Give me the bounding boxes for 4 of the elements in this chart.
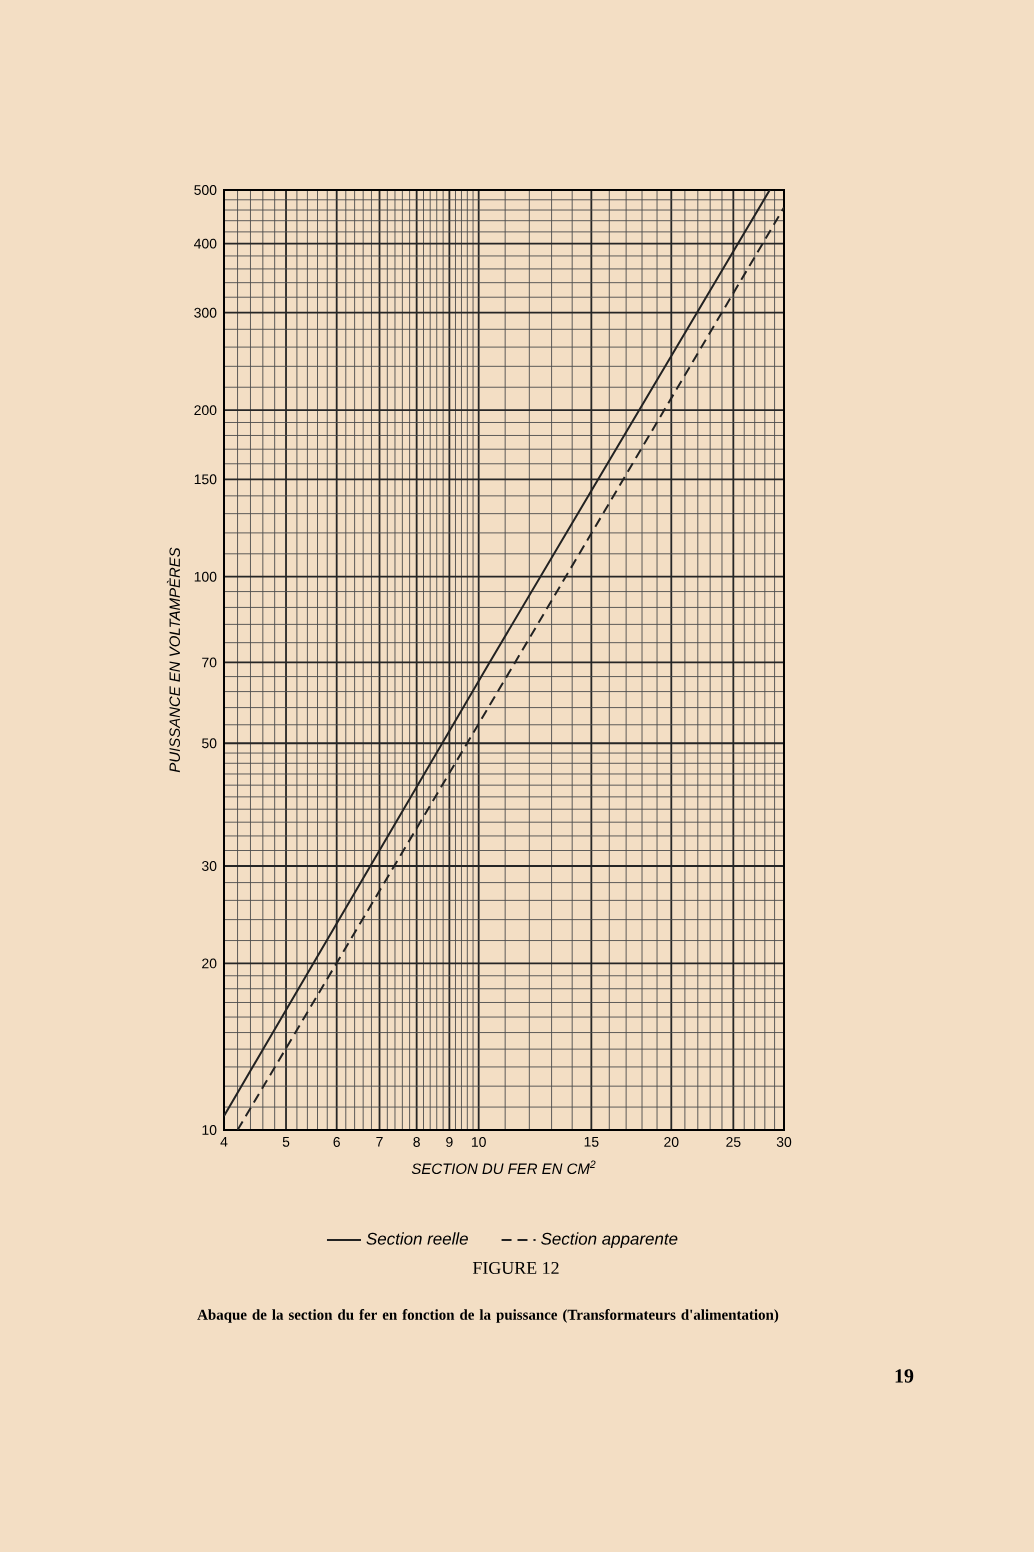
legend-label: Section reelle <box>366 1232 468 1245</box>
legend-label: Section apparente <box>541 1232 678 1249</box>
text: 19 <box>895 1369 914 1383</box>
text: FIGURE 12 <box>472 1261 559 1275</box>
